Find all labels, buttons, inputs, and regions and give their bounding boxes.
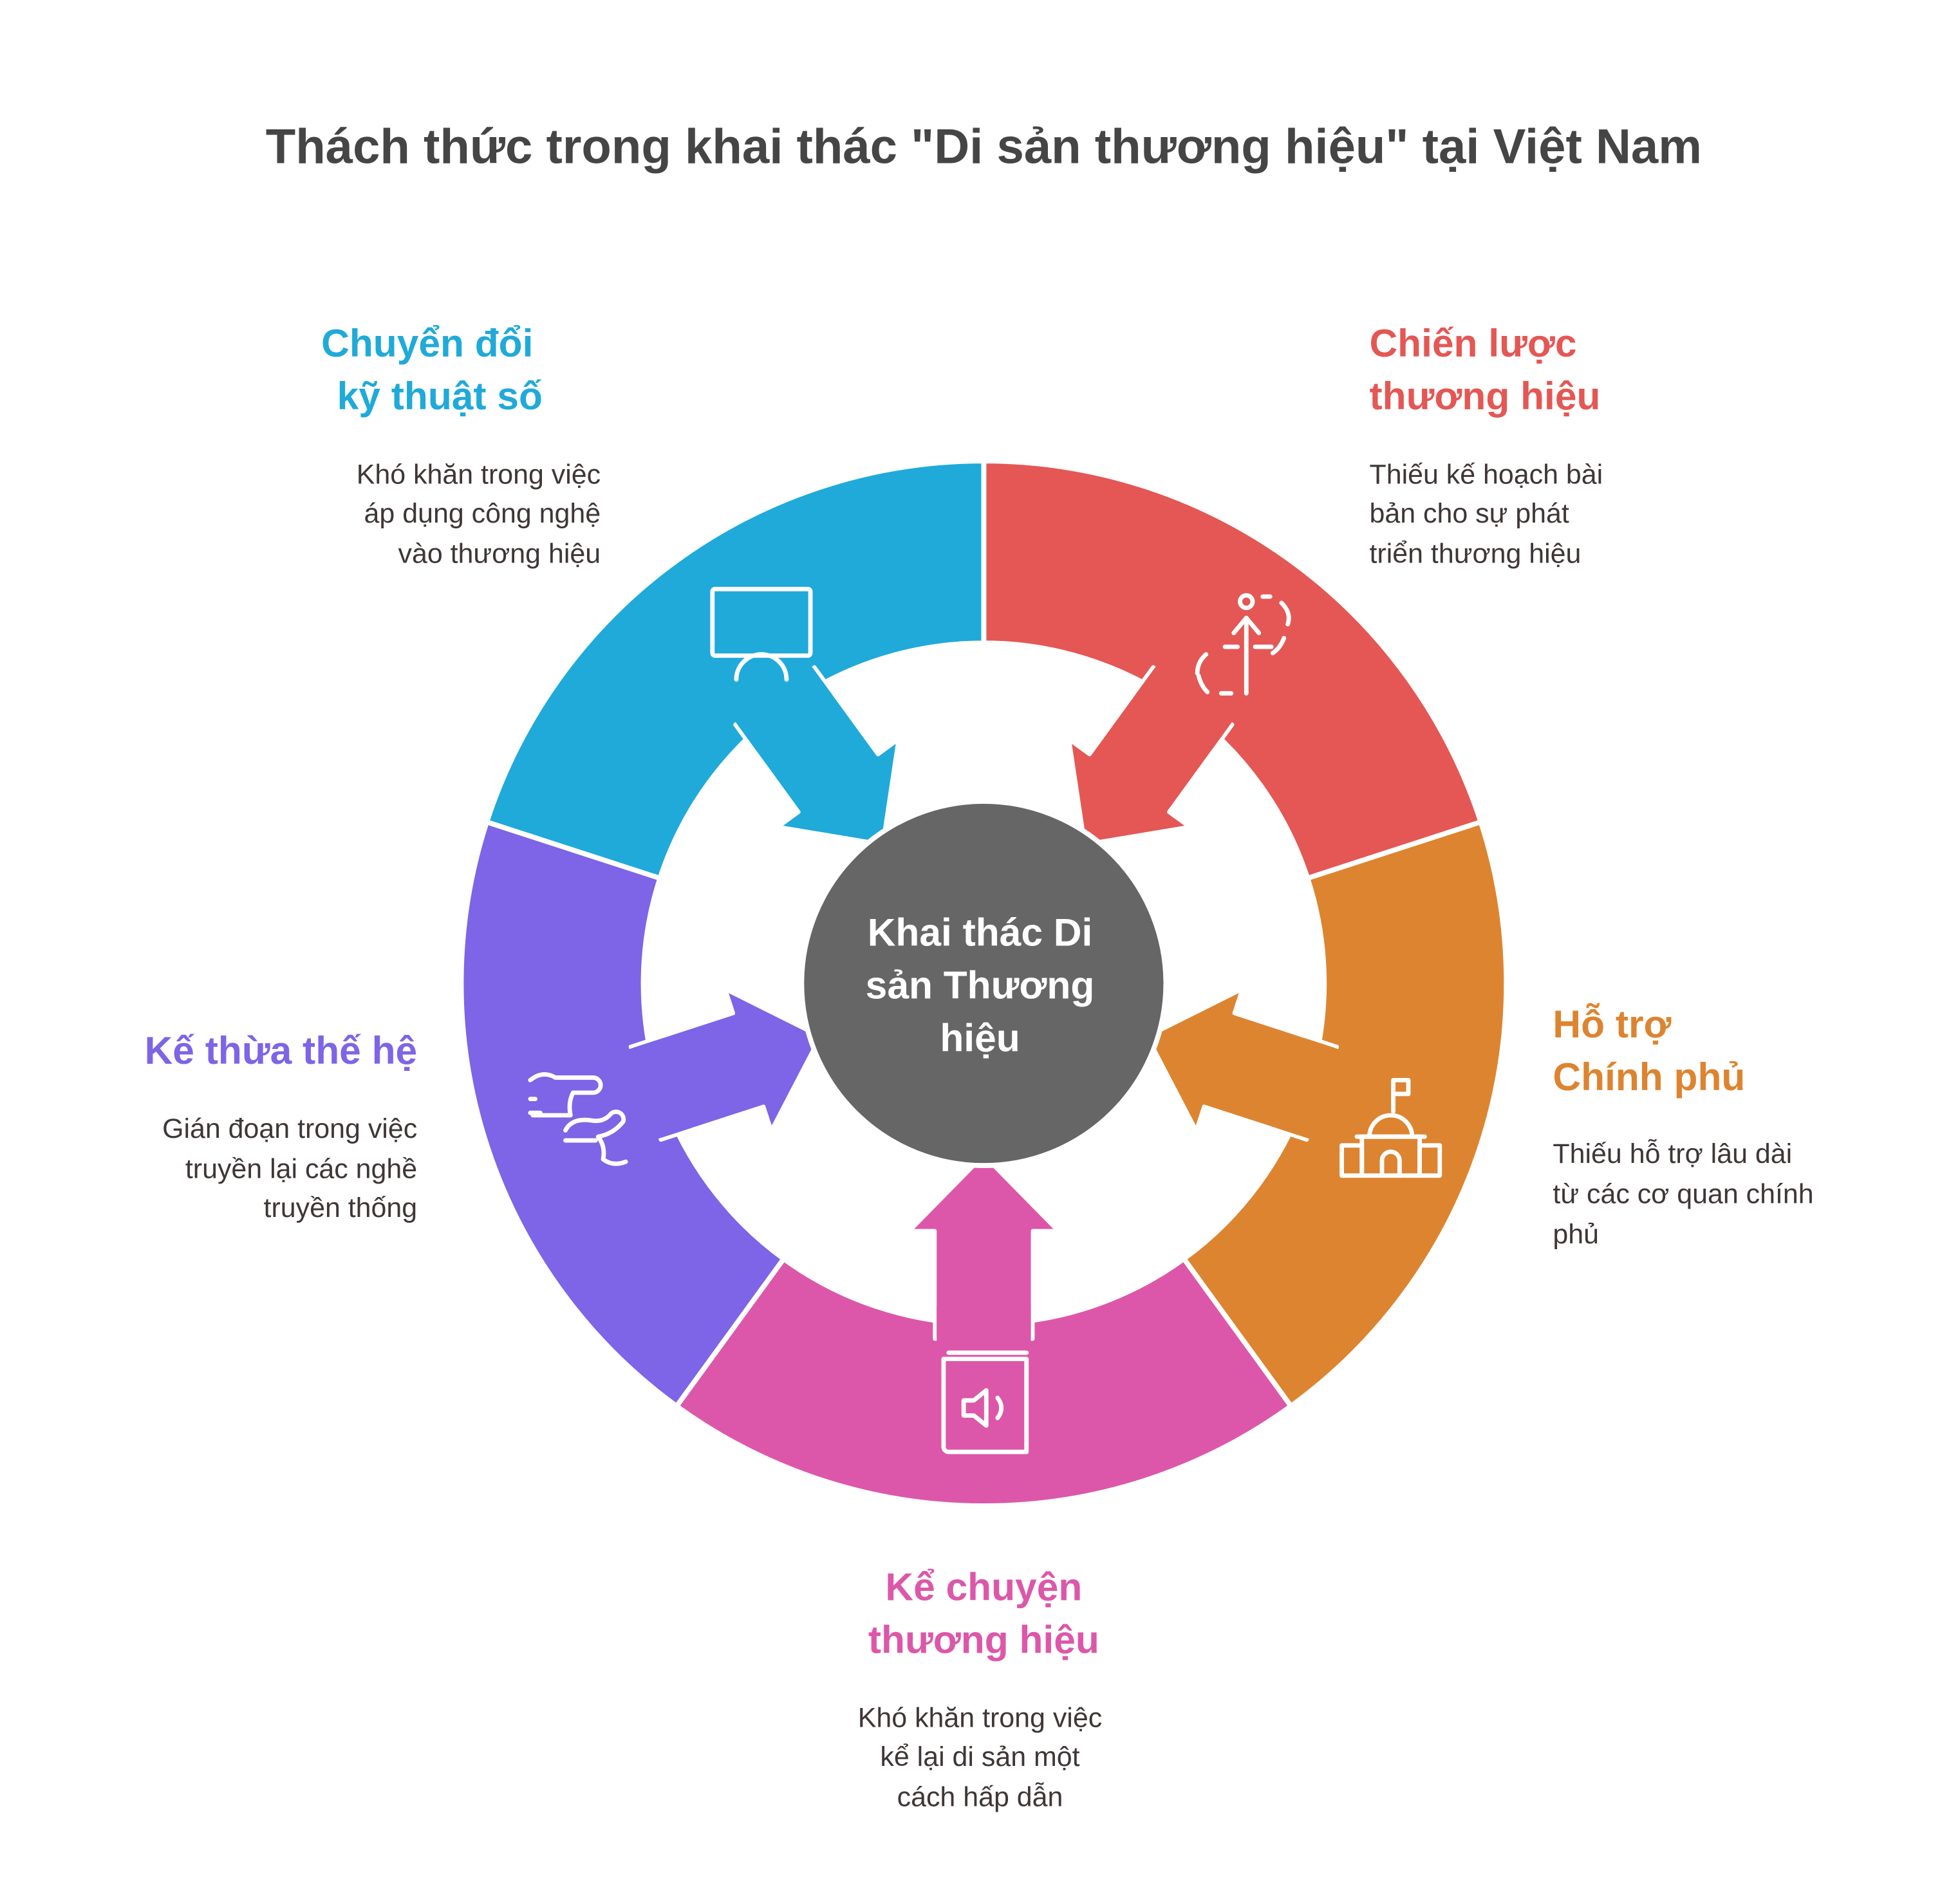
storytelling-desc-3: cách hấp dẫn xyxy=(897,1781,1063,1812)
government-title-2: Chính phủ xyxy=(1553,1055,1745,1099)
heritage-desc-1: Gián đoạn trong việc xyxy=(162,1113,417,1144)
strategy-path-icon xyxy=(1195,593,1291,696)
center-label-line-2: sản Thương xyxy=(866,963,1095,1007)
segment-government xyxy=(1180,819,1509,1410)
digital-desc-1: Khó khăn trong việc xyxy=(357,459,601,490)
monitor-user-icon xyxy=(710,586,813,682)
storytelling-desc-1: Khó khăn trong việc xyxy=(858,1702,1102,1733)
cycle-arrows xyxy=(614,654,1354,1357)
center-label-line-1: Khai thác Di xyxy=(868,911,1093,954)
label-storytelling: Kể chuyện thương hiệu Khó khăn trong việ… xyxy=(858,1564,1102,1812)
audio-book-icon xyxy=(941,1350,1029,1454)
government-desc-1: Thiếu hỗ trợ lâu dài xyxy=(1553,1138,1792,1169)
label-digital: Chuyển đổi kỹ thuật số Khó khăn trong vi… xyxy=(321,321,601,569)
digital-title-1: Chuyển đổi xyxy=(321,321,533,365)
center-hub xyxy=(799,799,1169,1168)
arrow-shaft-join-government xyxy=(1276,1038,1354,1144)
strategy-desc-1: Thiếu kế hoạch bài xyxy=(1369,459,1603,490)
government-building-icon xyxy=(1339,1077,1442,1178)
arrow-shaft-join-storytelling xyxy=(937,1306,1031,1357)
center-label-line-3: hiệu xyxy=(940,1016,1020,1059)
storytelling-title-1: Kể chuyện xyxy=(885,1564,1082,1608)
label-heritage: Kế thừa thế hệ Gián đoạn trong việc truy… xyxy=(145,1028,418,1223)
segment-strategy xyxy=(981,458,1484,882)
heritage-desc-2: truyền lại các nghề xyxy=(185,1154,417,1185)
digital-desc-3: vào thương hiệu xyxy=(398,538,601,569)
segment-storytelling xyxy=(673,1255,1295,1509)
arrow-shaft-join-digital xyxy=(726,654,832,750)
strategy-desc-3: triển thương hiệu xyxy=(1369,538,1581,569)
digital-desc-2: áp dụng công nghệ xyxy=(364,498,601,529)
strategy-desc-2: bản cho sự phát xyxy=(1369,498,1569,529)
cycle-ring xyxy=(458,458,1509,1509)
government-desc-3: phủ xyxy=(1553,1219,1599,1250)
digital-title-2: kỹ thuật số xyxy=(337,374,543,418)
segment-digital xyxy=(483,458,987,882)
arrow-shaft-join-heritage xyxy=(614,1038,691,1144)
storytelling-title-2: thương hiệu xyxy=(868,1617,1099,1661)
label-strategy: Chiến lược thương hiệu Thiếu kế hoạch bà… xyxy=(1369,321,1603,569)
heritage-desc-3: truyền thống xyxy=(264,1193,418,1223)
page-title: Thách thức trong khai thác "Di sản thươn… xyxy=(266,120,1702,174)
handover-hands-icon xyxy=(528,1072,628,1166)
government-desc-2: từ các cơ quan chính xyxy=(1553,1179,1813,1210)
strategy-title-2: thương hiệu xyxy=(1369,374,1600,418)
storytelling-desc-2: kể lại di sản một xyxy=(880,1741,1079,1772)
heritage-title-1: Kế thừa thế hệ xyxy=(145,1028,418,1072)
arrow-shaft-join-strategy xyxy=(1135,654,1242,750)
government-title-1: Hỗ trợ xyxy=(1553,1002,1671,1046)
label-government: Hỗ trợ Chính phủ Thiếu hỗ trợ lâu dài từ… xyxy=(1553,1002,1813,1250)
strategy-title-1: Chiến lược xyxy=(1369,321,1576,365)
